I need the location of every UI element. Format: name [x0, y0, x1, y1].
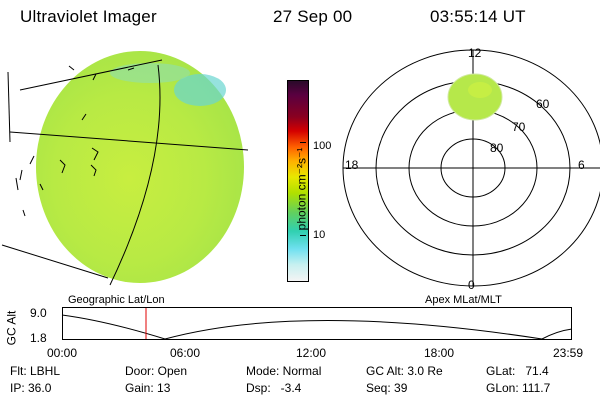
colorbar-tickmark [300, 142, 306, 143]
right-panel-caption: Apex MLat/MLT [425, 294, 502, 306]
colorbar-tick-10: 10 [313, 229, 326, 241]
colorbar-unit-label: photon cm⁻²s⁻¹ [294, 147, 309, 231]
info-mode: Mode: Normal [246, 364, 322, 378]
info-gain: Gain: 13 [125, 381, 171, 395]
mlt-label-12: 12 [468, 46, 482, 60]
altitude-ytick-bottom: 1.8 [30, 331, 47, 345]
info-flt: Flt: LBHL [10, 364, 61, 378]
info-door: Door: Open [125, 364, 188, 378]
xtick-1200: 12:00 [296, 346, 327, 360]
xtick-0600: 06:00 [170, 346, 201, 360]
altitude-ytick-top: 9.0 [30, 306, 47, 320]
mlt-label-6: 6 [578, 158, 585, 172]
info-glon: GLon: 111.7 [486, 381, 551, 395]
instrument-title: Ultraviolet Imager [20, 7, 157, 26]
colorbar-tickmark [300, 235, 306, 236]
mlat-label-80: 80 [490, 141, 504, 155]
xtick-2359: 23:59 [553, 346, 584, 360]
altitude-ylabel: GC Alt [4, 310, 19, 346]
info-ip: IP: 36.0 [10, 381, 52, 395]
colorbar [287, 80, 309, 282]
date-label: 27 Sep 00 [273, 7, 353, 26]
info-gcalt: GC Alt: 3.0 Re [366, 364, 443, 378]
polar-plot [342, 49, 600, 287]
xtick-1800: 18:00 [424, 346, 455, 360]
info-glat: GLat: 71.4 [486, 364, 549, 378]
info-dsp: Dsp: -3.4 [246, 381, 302, 395]
mlt-label-0: 0 [468, 278, 475, 292]
xtick-0000: 00:00 [47, 346, 78, 360]
info-seq: Seq: 39 [366, 381, 408, 395]
mlt-label-18: 18 [345, 158, 359, 172]
geographic-image [1, 51, 249, 286]
left-panel-caption: Geographic Lat/Lon [68, 294, 165, 306]
altitude-plot [61, 307, 573, 340]
time-label: 03:55:14 UT [430, 7, 526, 26]
mlat-label-70: 70 [512, 120, 526, 134]
mlat-label-60: 60 [536, 97, 550, 111]
colorbar-tick-100: 100 [313, 140, 332, 152]
